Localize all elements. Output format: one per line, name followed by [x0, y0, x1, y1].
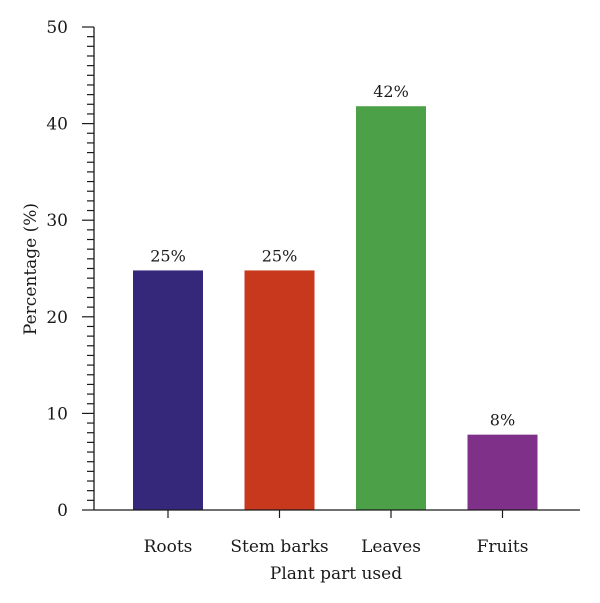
- y-tick-label: 50: [46, 18, 68, 38]
- x-category-label: Roots: [144, 537, 193, 557]
- y-axis-title: Percentage (%): [21, 203, 41, 335]
- bar-roots: [133, 270, 203, 510]
- y-tick-label: 20: [46, 308, 68, 328]
- y-tick-label: 30: [46, 211, 68, 231]
- data-label: 25%: [262, 246, 298, 265]
- x-category-label: Stem barks: [230, 537, 328, 557]
- bars: [133, 106, 538, 510]
- data-labels: 25% 25% 42% 8%: [150, 82, 515, 429]
- x-axis-title: Plant part used: [270, 564, 402, 584]
- y-tick-label: 10: [46, 404, 68, 424]
- data-label: 8%: [490, 411, 515, 430]
- y-tick-label: 40: [46, 115, 68, 135]
- y-tick-label: 0: [57, 501, 68, 521]
- bar-fruits: [467, 434, 538, 510]
- x-category-label: Fruits: [477, 537, 529, 557]
- bar-leaves: [356, 106, 426, 510]
- bar-stem-barks: [244, 270, 315, 510]
- y-axis-ticks: 0 10 20 30 40 50: [46, 18, 94, 521]
- data-label: 25%: [150, 246, 186, 265]
- data-label: 42%: [373, 82, 409, 101]
- x-category-label: Leaves: [361, 537, 421, 557]
- x-axis-categories: Roots Stem barks Leaves Fruits: [144, 510, 529, 557]
